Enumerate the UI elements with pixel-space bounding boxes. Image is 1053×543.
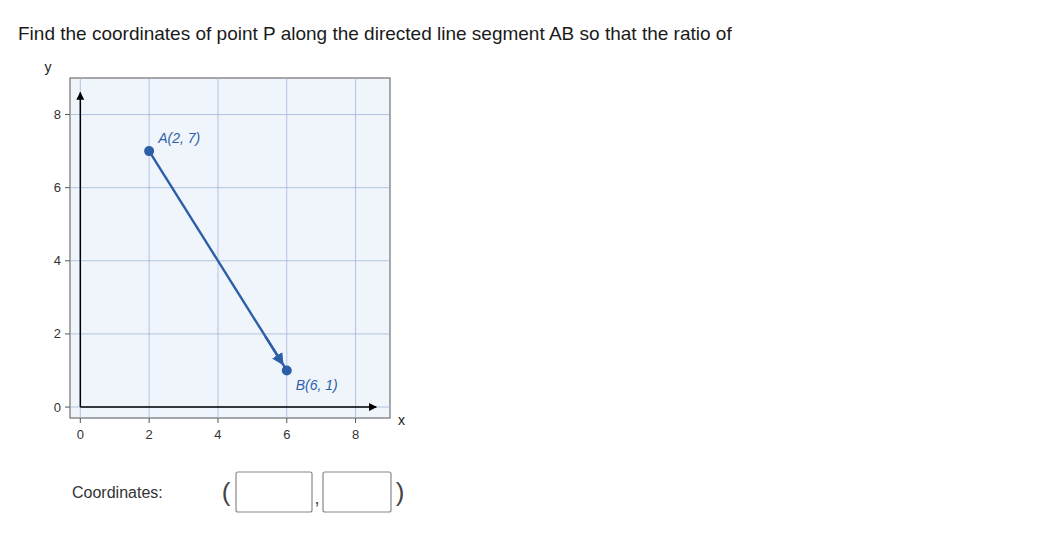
- coordinates-label: Coordinates:: [72, 484, 163, 501]
- x-axis: [80, 406, 376, 408]
- grid-line: [149, 78, 150, 418]
- tick-label: 6: [283, 427, 290, 442]
- tick: [65, 114, 70, 115]
- tick: [80, 418, 81, 423]
- input-box: [323, 472, 391, 512]
- tick-label: 8: [54, 107, 61, 122]
- tick: [65, 187, 70, 188]
- point: [282, 365, 292, 375]
- tick: [286, 418, 287, 423]
- input-box: [236, 472, 312, 512]
- grid-line: [70, 333, 390, 334]
- tick-label: 4: [54, 253, 61, 268]
- paren: ): [396, 477, 405, 507]
- data: [144, 146, 292, 375]
- tick-label: 4: [214, 427, 221, 442]
- tick: [65, 333, 70, 334]
- tick: [65, 407, 70, 408]
- x-axis-label: x: [398, 412, 405, 428]
- grid-line: [70, 114, 390, 115]
- grid-line: [80, 78, 81, 418]
- tick-label: 2: [54, 326, 61, 341]
- tick-label: 6: [54, 180, 61, 195]
- grid-line: [70, 407, 390, 408]
- grid-line: [217, 78, 218, 418]
- background: [0, 0, 1053, 543]
- tick-label: 0: [77, 427, 84, 442]
- point: [144, 146, 154, 156]
- title: Find the coordinates of point P along th…: [18, 23, 732, 44]
- grid-line: [355, 78, 356, 418]
- direction-arrow: [266, 337, 281, 361]
- point-label: A(2, 7): [157, 130, 200, 146]
- comma: ,: [314, 488, 319, 508]
- grid: [70, 78, 390, 418]
- plot-frame: [70, 78, 390, 418]
- tick-label: 2: [146, 427, 153, 442]
- y-axis: [80, 93, 82, 407]
- paren: (: [222, 477, 231, 507]
- tick: [65, 260, 70, 261]
- point-label: B(6, 1): [296, 377, 338, 393]
- grid-line: [70, 187, 390, 188]
- grid-line: [70, 260, 390, 261]
- tick: [355, 418, 356, 423]
- y-axis-label: y: [45, 59, 52, 75]
- tick-label: 8: [352, 427, 359, 442]
- tick: [149, 418, 150, 423]
- tick: [217, 418, 218, 423]
- chart: Find the coordinates of point P along th…: [0, 0, 1053, 543]
- segment: [149, 151, 287, 370]
- tick-label: 0: [54, 400, 61, 415]
